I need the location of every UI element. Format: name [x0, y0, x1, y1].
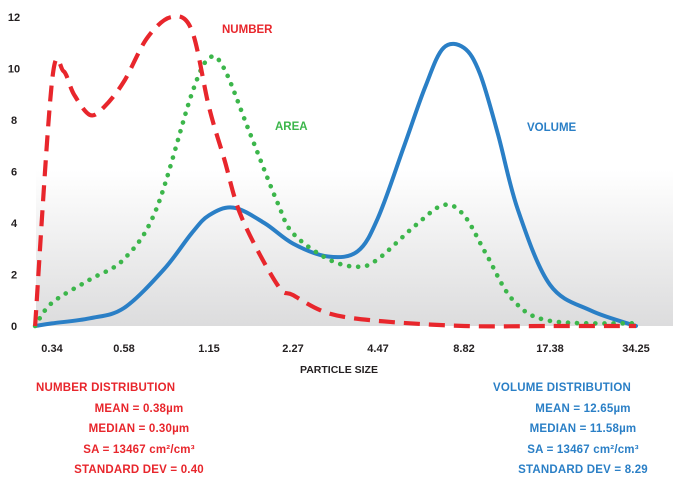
y-tick-label: 2 — [11, 270, 17, 282]
volume-distribution-title: VOLUME DISTRIBUTION — [493, 382, 631, 394]
number-mean: MEAN = 0.38µm — [94, 402, 184, 415]
number-median: MEDIAN = 0.30µm — [88, 423, 190, 435]
x-tick-label: 0.34 — [41, 343, 63, 355]
x-tick-label: 17.38 — [536, 343, 564, 355]
number-distribution-title: NUMBER DISTRIBUTION — [36, 382, 176, 394]
x-tick-label: 4.47 — [367, 343, 388, 355]
annotation-volume-label: VOLUME — [527, 122, 577, 134]
y-tick-label: 12 — [8, 12, 20, 24]
number-standard-deviation: STANDARD DEV = 0.40 — [74, 464, 204, 476]
y-tick-label: 6 — [11, 167, 17, 179]
y-tick-label: 8 — [11, 115, 17, 127]
annotation-number-label: NUMBER — [222, 24, 273, 36]
number-surface-area: SA = 13467 cm²/cm³ — [83, 443, 195, 456]
series-volume-line — [33, 41, 638, 328]
x-tick-label: 34.25 — [622, 343, 650, 355]
volume-standard-deviation: STANDARD DEV = 8.29 — [518, 464, 648, 476]
volume-mean: MEAN = 12.65µm — [535, 402, 631, 415]
x-tick-label: 0.58 — [113, 343, 134, 355]
y-tick-label: 4 — [11, 218, 18, 230]
y-tick-label: 0 — [11, 321, 17, 333]
x-tick-label: 1.15 — [198, 343, 219, 355]
x-tick-label: 2.27 — [282, 343, 303, 355]
series-number-line — [33, 14, 636, 329]
x-axis-label: PARTICLE SIZE — [300, 364, 378, 376]
volume-surface-area: SA = 13467 cm²/cm³ — [527, 443, 639, 456]
x-tick-label: 8.82 — [453, 343, 474, 355]
volume-distribution-stats: VOLUME DISTRIBUTION MEAN = 12.65µm MEDIA… — [493, 378, 673, 481]
series-area-line — [32, 53, 639, 329]
number-distribution-stats: NUMBER DISTRIBUTION MEAN = 0.38µm MEDIAN… — [36, 378, 242, 481]
y-tick-label: 10 — [8, 64, 20, 76]
annotation-area-label: AREA — [275, 121, 308, 133]
volume-median: MEDIAN = 11.58µm — [529, 423, 637, 435]
